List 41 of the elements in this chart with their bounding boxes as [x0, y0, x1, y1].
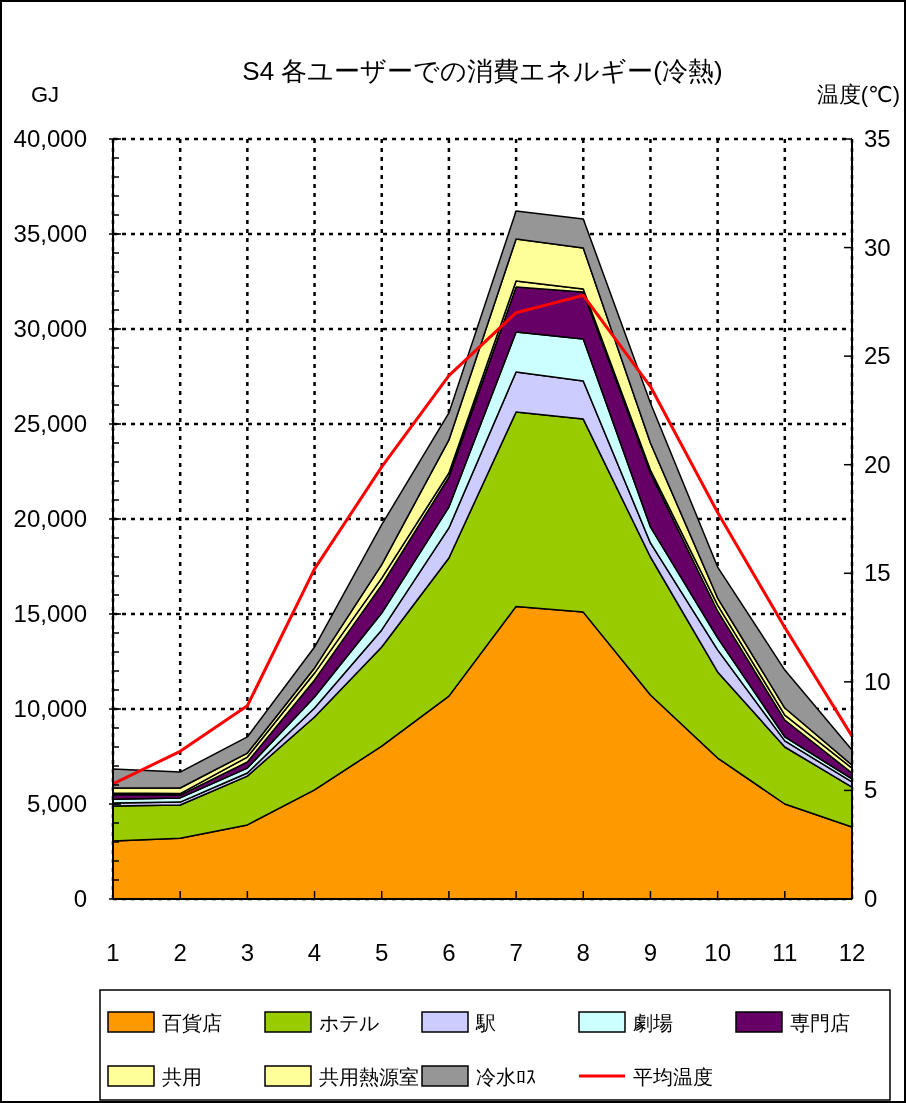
- x-tick-label: 2: [173, 939, 187, 966]
- y-tick-label: 30,000: [13, 315, 87, 342]
- y2-tick-label: 10: [864, 667, 891, 695]
- x-tick-label: 8: [576, 939, 590, 966]
- y2-tick-label: 35: [864, 125, 891, 152]
- y-axis-title: GJ: [30, 82, 60, 107]
- legend-label: 共用: [162, 1066, 202, 1088]
- x-tick-label: 11: [772, 939, 798, 966]
- y2-tick-label: 5: [864, 776, 878, 804]
- y2-tick-label: 25: [864, 342, 891, 370]
- x-tick-label: 4: [307, 939, 322, 966]
- x-tick-label: 7: [509, 939, 523, 966]
- legend-label: 劇場: [633, 1012, 673, 1034]
- x-tick-label: 12: [838, 939, 866, 966]
- y2-tick-label: 20: [864, 450, 891, 478]
- x-tick-label: 6: [442, 939, 456, 966]
- x-tick-label: 3: [240, 939, 255, 966]
- x-tick-label: 1: [106, 939, 120, 966]
- x-tick-label: 5: [375, 939, 389, 966]
- chart-title: S4 各ユーザーでの消費エネルギー(冷熱): [242, 56, 723, 86]
- y2-tick-label: 0: [864, 885, 878, 912]
- legend-label: 冷水ﾛｽ: [476, 1066, 536, 1088]
- y-tick-label: 40,000: [13, 125, 87, 152]
- y-tick-label: 15,000: [13, 600, 87, 627]
- y2-tick-label: 30: [864, 233, 891, 261]
- legend-label: ホテル: [319, 1012, 379, 1034]
- y-tick-label: 35,000: [13, 220, 87, 247]
- legend-label: 駅: [475, 1012, 496, 1034]
- y-tick-label: 10,000: [13, 695, 87, 722]
- y2-tick-label: 15: [864, 559, 891, 587]
- legend-label: 平均温度: [633, 1066, 713, 1088]
- y-tick-label: 20,000: [13, 505, 87, 532]
- y-tick-label: 25,000: [13, 410, 87, 437]
- y2-axis-title: 温度(℃): [816, 82, 900, 107]
- legend-label: 共用熱源室: [319, 1066, 419, 1088]
- x-tick-label: 10: [704, 939, 731, 966]
- legend-label: 百貨店: [162, 1012, 222, 1034]
- y-tick-label: 5,000: [26, 790, 87, 817]
- x-tick-label: 9: [643, 939, 658, 966]
- legend-label: 専門店: [790, 1012, 850, 1034]
- y-tick-label: 0: [73, 885, 87, 912]
